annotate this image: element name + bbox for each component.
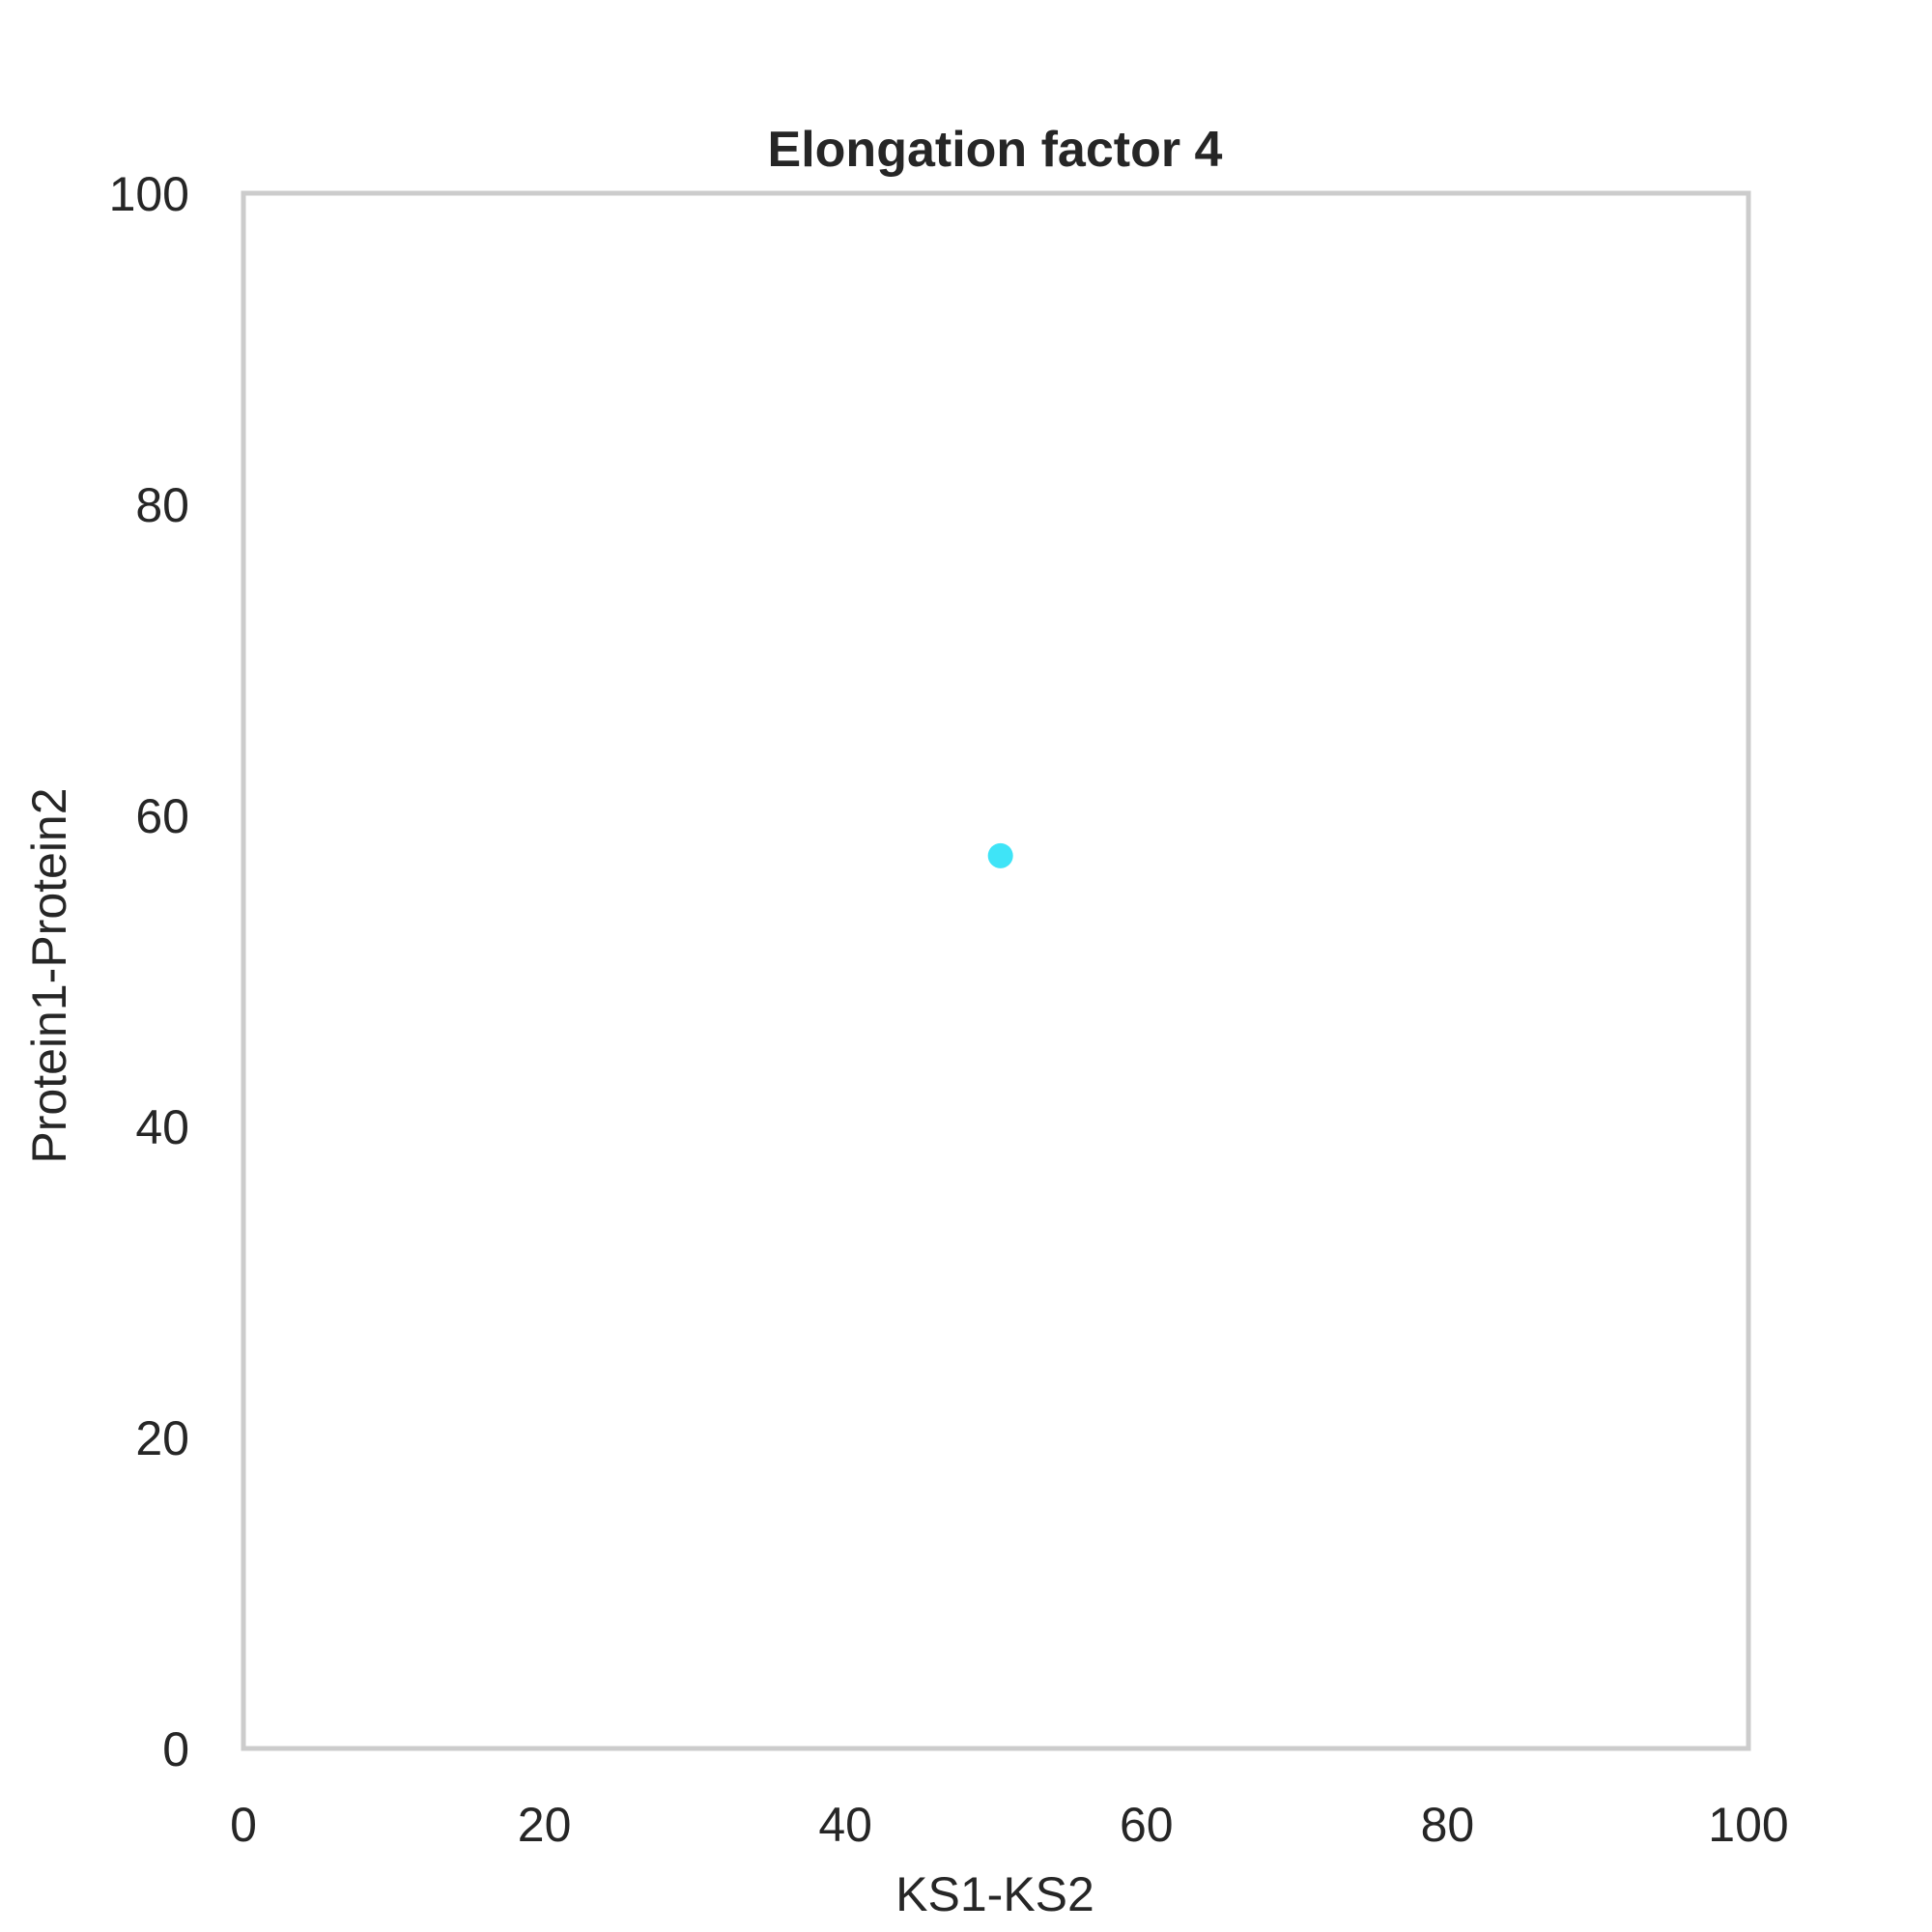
scatter-point: [987, 842, 1013, 868]
y-axis-label: Protein1-Protein2: [22, 787, 76, 1163]
x-tick-label: 0: [230, 1798, 257, 1852]
x-tick-label: 40: [818, 1798, 872, 1852]
y-tick-label: 80: [135, 478, 189, 532]
chart-title: Elongation factor 4: [768, 122, 1223, 178]
x-tick-label: 80: [1421, 1798, 1475, 1852]
x-tick-label: 60: [1120, 1798, 1174, 1852]
y-tick-label: 100: [109, 167, 189, 221]
y-tick-label: 0: [162, 1722, 189, 1776]
y-tick-label: 20: [135, 1411, 189, 1465]
y-axis-ticks: 0 20 40 60 80 100: [109, 167, 189, 1776]
y-tick-label: 40: [135, 1100, 189, 1154]
data-points: [987, 842, 1013, 868]
x-tick-label: 20: [518, 1798, 572, 1852]
y-tick-label: 60: [135, 789, 189, 843]
x-axis-ticks: 0 20 40 60 80 100: [230, 1798, 1789, 1852]
x-axis-label: KS1-KS2: [895, 1867, 1094, 1921]
plot-area: [241, 190, 1751, 1751]
x-tick-label: 100: [1708, 1798, 1788, 1852]
